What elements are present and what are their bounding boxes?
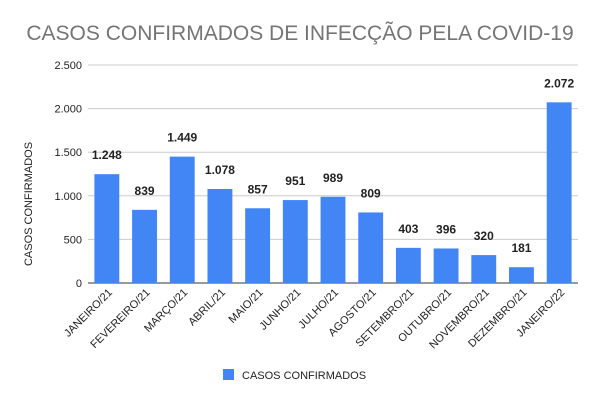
data-labels: 1.248 839 1.449 1.078 857 951 989 809 403 396 320 1… (92, 76, 575, 255)
data-label: 181 (511, 241, 531, 255)
bar (546, 102, 572, 284)
bar (282, 200, 308, 283)
x-tick-label: JUNHO/21 (257, 287, 303, 333)
legend: CASOS CONFIRMADOS (223, 369, 366, 382)
legend-swatch (223, 369, 234, 380)
y-tick-label: 0 (76, 278, 82, 290)
data-label: 989 (323, 171, 343, 185)
data-label: 396 (436, 222, 456, 236)
bar (471, 255, 497, 283)
data-label: 1.248 (92, 148, 122, 162)
x-tick-label: ABRIL/21 (186, 287, 228, 329)
bar (509, 267, 534, 283)
bar (320, 196, 346, 283)
data-label: 1.078 (205, 163, 235, 177)
y-tick-label: 2.500 (54, 60, 82, 72)
y-tick-label: 1.500 (54, 147, 82, 159)
legend-label: CASOS CONFIRMADOS (242, 370, 366, 382)
y-axis-ticks: 0 500 1.000 1.500 2.000 2.500 (54, 60, 82, 290)
bar (207, 188, 233, 283)
data-label: 839 (135, 184, 155, 198)
x-axis-ticks: JANEIRO/21FEVEREIRO/21MARÇO/21ABRIL/21MA… (62, 287, 567, 352)
bar (245, 208, 271, 283)
data-label: 403 (398, 222, 418, 236)
data-label: 1.449 (167, 131, 197, 145)
data-label: 951 (285, 174, 305, 188)
data-label: 857 (248, 182, 268, 196)
bar (94, 174, 120, 283)
data-label: 320 (474, 229, 494, 243)
bar (132, 209, 157, 283)
y-axis-label: CASOS CONFIRMADOS (23, 142, 35, 266)
bar (169, 156, 195, 283)
chart-title: CASOS CONFIRMADOS DE INFECÇÃO PELA COVID… (26, 21, 573, 45)
bar (433, 248, 459, 283)
bar (395, 247, 421, 283)
gridlines (88, 64, 578, 284)
y-tick-label: 2.000 (54, 104, 82, 116)
x-tick-label: MAIO/21 (227, 287, 266, 326)
bar (358, 212, 384, 283)
y-tick-label: 1.000 (54, 191, 82, 203)
data-label: 809 (361, 186, 381, 200)
data-label: 2.072 (544, 76, 574, 90)
y-tick-label: 500 (64, 234, 82, 246)
bars (94, 102, 572, 284)
